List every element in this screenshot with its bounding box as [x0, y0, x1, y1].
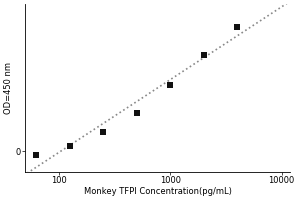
Point — [134, 111, 139, 114]
Y-axis label: OD=450 nm: OD=450 nm — [4, 62, 13, 114]
Point — [235, 25, 240, 28]
Point — [168, 83, 173, 86]
Point — [101, 130, 106, 133]
X-axis label: Monkey TFPI Concentration(pg/mL): Monkey TFPI Concentration(pg/mL) — [84, 187, 232, 196]
Point — [67, 144, 72, 147]
Point — [34, 153, 39, 156]
Point — [201, 53, 206, 56]
